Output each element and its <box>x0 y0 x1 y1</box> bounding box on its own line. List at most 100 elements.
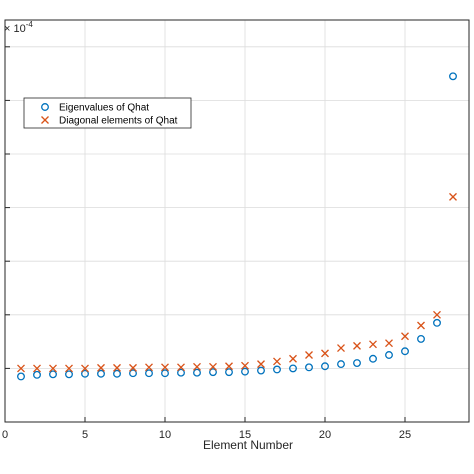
diagonal-point-stroke <box>145 363 153 372</box>
eigenvalue-point <box>49 370 57 379</box>
diagonal-point <box>273 357 281 366</box>
diagonal-point-stroke <box>129 363 137 372</box>
plot-background <box>5 20 469 422</box>
eigenvalue-point <box>401 347 409 356</box>
eigenvalue-point <box>321 362 329 371</box>
diagonal-point-stroke <box>177 363 185 372</box>
diagonal-point-stroke <box>33 364 41 373</box>
diagonal-point-stroke <box>337 344 345 352</box>
diagonal-point <box>113 363 121 372</box>
diagonal-point <box>49 364 57 373</box>
legend-label-eigenvalues: Eigenvalues of Qhat <box>59 103 149 114</box>
eigenvalue-point <box>417 334 425 343</box>
diagonal-point-stroke <box>305 351 313 359</box>
diagonal-point <box>449 192 457 201</box>
eigenvalue-point <box>273 365 281 374</box>
eigenvalue-point <box>257 366 265 375</box>
diagonal-point <box>33 364 41 373</box>
eigenvalue-point <box>225 368 233 377</box>
diagonal-point-stroke <box>209 362 217 371</box>
eigenvalue-point <box>289 364 297 373</box>
diagonal-point <box>321 349 329 358</box>
diagonal-point <box>225 362 233 371</box>
eigenvalue-point <box>433 318 441 327</box>
legend-circle-marker <box>41 103 49 111</box>
diagonal-point-stroke <box>401 332 409 341</box>
legend: Eigenvalues of Qhat Diagonal elements of… <box>23 97 192 129</box>
eigenvalue-point <box>145 369 153 378</box>
diagonal-point <box>209 362 217 371</box>
diagonal-point <box>353 341 361 350</box>
x-tick-label: 20 <box>319 429 331 441</box>
eigenvalue-point <box>65 370 73 379</box>
diagonal-point <box>257 360 265 369</box>
diagonal-point-stroke <box>193 362 201 371</box>
diagonal-point-stroke <box>257 360 265 369</box>
diagonal-point-stroke <box>321 349 329 358</box>
diagonal-point <box>385 339 393 348</box>
diagonal-point <box>177 363 185 372</box>
x-tick-label: 25 <box>399 429 411 441</box>
diagonal-point-stroke <box>225 362 233 371</box>
plot-frame <box>4 19 470 423</box>
diagonal-point <box>369 340 377 349</box>
eigenvalue-point <box>161 369 169 378</box>
diagonal-point <box>65 364 73 373</box>
diagonal-point <box>417 321 425 330</box>
diagonal-point-stroke <box>289 354 297 363</box>
eigenvalue-point <box>81 369 89 378</box>
x-axis-title: Element Number <box>203 438 293 452</box>
diagonal-point <box>337 344 345 352</box>
eigenvalue-point <box>337 360 345 369</box>
diagonal-point-stroke <box>449 192 457 201</box>
eigenvalue-point <box>193 368 201 377</box>
eigenvalue-point <box>449 72 457 81</box>
diagonal-point <box>241 361 249 370</box>
diagonal-point-stroke <box>369 340 377 349</box>
eigenvalue-point <box>129 369 137 378</box>
x-tick-label: 5 <box>82 429 88 441</box>
x-tick-label: 10 <box>159 429 171 441</box>
eigenvalue-point <box>33 370 41 379</box>
x-tick-label: 0 <box>2 429 8 441</box>
diagonal-point-stroke <box>81 364 89 373</box>
diagonal-point <box>433 310 441 319</box>
diagonal-point-stroke <box>97 363 105 372</box>
diagonal-point-stroke <box>161 363 169 372</box>
eigenvalue-point <box>305 363 313 372</box>
diagonal-point <box>193 362 201 371</box>
x-tick-label: 15 <box>239 429 251 441</box>
diagonal-point-stroke <box>17 364 25 373</box>
y-exponent-label: × 10-4 <box>4 20 33 35</box>
eigenvalue-point <box>353 359 361 367</box>
diagonal-point <box>145 363 153 372</box>
diagonal-point-stroke <box>385 339 393 348</box>
eigenvalue-point <box>113 369 121 378</box>
legend-x-marker <box>41 116 49 124</box>
diagonal-markers <box>17 192 457 373</box>
diagonal-point-stroke <box>65 364 73 373</box>
diagonal-point <box>81 364 89 373</box>
diagonal-point <box>129 363 137 372</box>
diagonal-point-stroke <box>417 321 425 330</box>
diagonal-point-stroke <box>433 310 441 319</box>
eigenvalue-point <box>209 368 217 377</box>
tick-labels: 0 5 10 15 20 25 <box>2 429 411 441</box>
diagonal-point-stroke <box>113 363 121 372</box>
diagonal-point <box>161 363 169 372</box>
diagonal-point-stroke <box>241 361 249 370</box>
legend-box <box>23 97 192 129</box>
diagonal-point <box>401 332 409 341</box>
eigenvalue-point <box>385 351 393 359</box>
eigenvalue-point <box>241 367 249 376</box>
diagonal-point <box>305 351 313 359</box>
eigenvalue-point <box>177 368 185 377</box>
diagonal-point <box>17 364 25 373</box>
eigenvalue-markers <box>17 72 457 381</box>
diagonal-point <box>289 354 297 363</box>
diagonal-point-stroke <box>353 341 361 350</box>
eigenvalue-point <box>369 354 377 363</box>
diagonal-point-stroke <box>273 357 281 366</box>
diagonal-point <box>97 363 105 372</box>
